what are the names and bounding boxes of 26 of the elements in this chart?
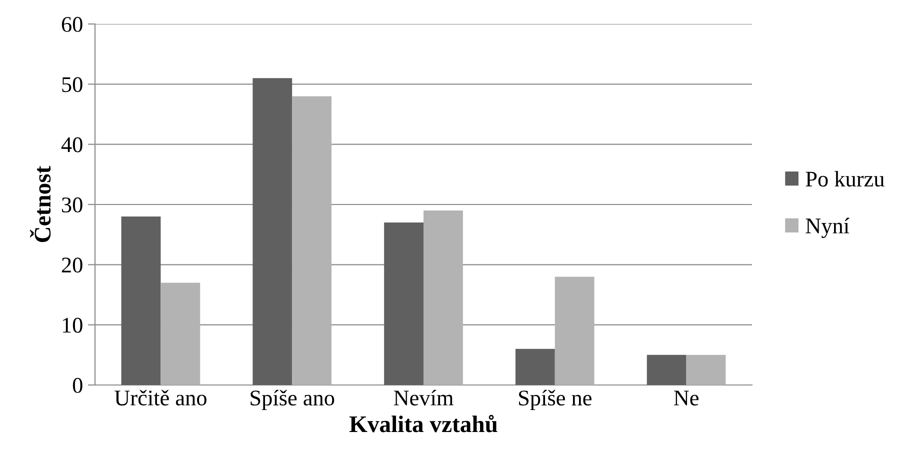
y-tick-label: 20 [62, 258, 82, 273]
y-tick-label: 50 [62, 77, 82, 92]
y-axis-title: Četnost [30, 166, 51, 242]
x-tick-label: Ne [674, 390, 698, 406]
bar [160, 282, 200, 385]
y-tick-label: 30 [62, 197, 82, 212]
y-tick-label: 60 [62, 16, 82, 32]
x-tick-label: Určitě ano [114, 390, 206, 406]
bar [384, 222, 424, 385]
bar [686, 354, 726, 385]
bar [646, 354, 686, 385]
y-tick-label: 10 [62, 318, 82, 333]
bar [515, 348, 555, 385]
bar [252, 78, 292, 385]
x-tick-label: Nevím [394, 390, 454, 406]
y-tick-label: 40 [61, 137, 82, 152]
x-axis-title: Kvalita vztahů [349, 414, 498, 432]
legend-label: Nyní [806, 218, 850, 238]
bar [554, 276, 594, 385]
x-tick-label: Spíše ano [250, 390, 334, 410]
bar [424, 210, 463, 385]
x-tick-label: Spíše ne [519, 390, 592, 410]
bar [292, 96, 332, 385]
y-tick-label: 0 [72, 378, 82, 393]
bar [121, 216, 161, 385]
legend-label: Po kurzu [806, 170, 884, 187]
